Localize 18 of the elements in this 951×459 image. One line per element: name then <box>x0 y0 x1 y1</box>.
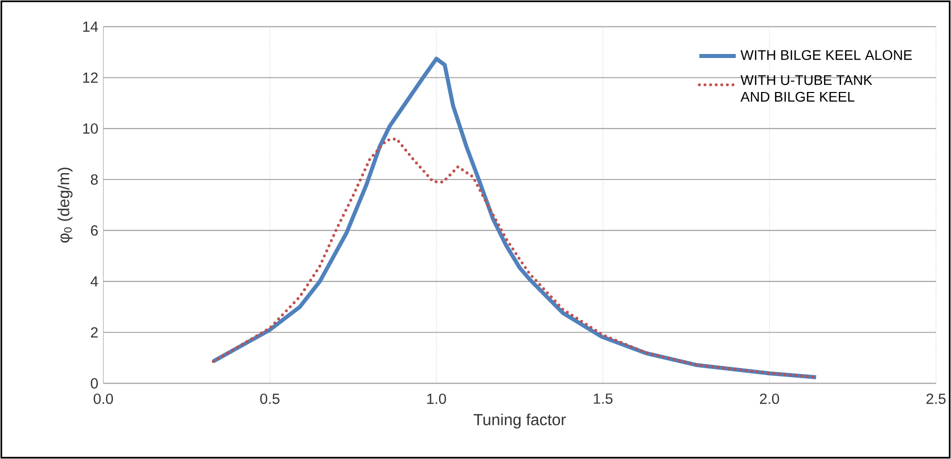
y-tick-label: 12 <box>83 72 98 83</box>
legend-label: WITH U-TUBE TANK AND BILGE KEEL <box>740 75 872 102</box>
x-tick-label: 0.0 <box>94 394 113 404</box>
y-tick-label: 10 <box>83 123 98 134</box>
x-tick-label: 2.0 <box>760 394 780 404</box>
y-tick-label: 14 <box>83 22 98 32</box>
y-tick-label: 0 <box>90 378 98 389</box>
x-tick-label: 1.0 <box>427 394 446 404</box>
y-tick-label: 8 <box>90 174 98 185</box>
y-tick-label: 4 <box>90 276 98 286</box>
x-axis-title: Tuning factor <box>474 414 566 428</box>
y-tick-label: 6 <box>91 225 98 236</box>
x-tick-label: 1.5 <box>594 394 612 404</box>
x-tick-label: 0.5 <box>260 394 280 404</box>
legend-label: WITH BILGE KEEL ALONE <box>740 50 912 60</box>
y-axis-title: φ$_{0}$ (deg/m) <box>58 168 72 243</box>
x-tick-label: 2.5 <box>926 394 946 404</box>
y-tick-label: 2 <box>90 327 98 338</box>
